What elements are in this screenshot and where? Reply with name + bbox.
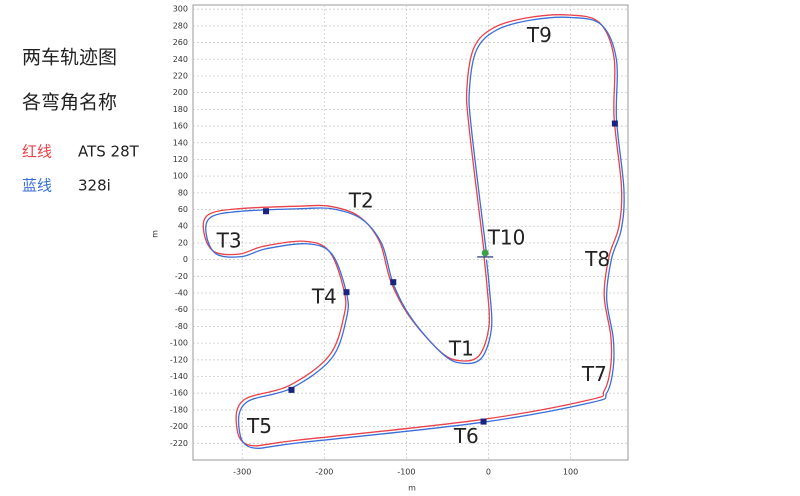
y-tick-label: 100: [173, 172, 188, 181]
corner-label: T9: [526, 23, 552, 47]
y-tick-label: -100: [170, 339, 188, 348]
chart-title: 两车轨迹图: [22, 47, 117, 69]
y-tick-label: 260: [173, 38, 188, 47]
track-line: [202, 14, 623, 447]
x-tick-label: -300: [233, 468, 251, 477]
y-tick-label: -20: [175, 272, 188, 281]
y-tick-label: 180: [173, 105, 188, 114]
legend-prefix: 蓝线: [22, 177, 52, 195]
corner-label: T4: [311, 285, 337, 309]
y-tick-label: -140: [170, 372, 188, 381]
y-tick-label: 0: [183, 255, 188, 264]
y-tick-label: -200: [170, 422, 188, 431]
corner-label: T5: [246, 414, 272, 438]
corner-label: T3: [216, 229, 242, 253]
x-tick-label: -100: [397, 468, 415, 477]
start-marker: [481, 249, 489, 257]
y-tick-label: -60: [175, 305, 188, 314]
corner-marker: [343, 289, 350, 296]
y-tick-label: 220: [173, 71, 188, 80]
x-tick-label: 0: [486, 468, 491, 477]
corner-marker: [263, 208, 270, 215]
y-tick-label: -180: [170, 405, 188, 414]
x-tick-label: 100: [563, 468, 578, 477]
y-tick-label: 20: [178, 238, 188, 247]
corner-marker: [390, 279, 397, 286]
y-tick-label: 160: [173, 122, 188, 131]
y-tick-label: 240: [173, 55, 188, 64]
y-tick-label: 140: [173, 138, 188, 147]
y-tick-label: -120: [170, 355, 188, 364]
y-tick-label: 280: [173, 21, 188, 30]
y-axis-label: m: [151, 230, 160, 238]
corner-marker: [288, 386, 295, 393]
corner-label: T7: [581, 362, 607, 386]
corner-marker: [480, 418, 487, 425]
y-tick-label: 300: [173, 5, 188, 14]
corner-label: T8: [584, 247, 610, 271]
y-tick-label: -40: [175, 289, 188, 298]
legend-prefix: 红线: [22, 143, 52, 161]
chart-subtitle: 各弯角名称: [22, 92, 117, 114]
y-tick-label: 200: [173, 88, 188, 97]
legend-label: 328i: [78, 177, 111, 195]
legend-label: ATS 28T: [78, 143, 140, 161]
corner-label: T2: [348, 189, 374, 213]
y-tick-label: 60: [178, 205, 188, 214]
y-tick-label: -220: [170, 439, 188, 448]
y-tick-label: 80: [178, 188, 188, 197]
x-axis-label: m: [408, 484, 416, 493]
y-tick-label: -160: [170, 389, 188, 398]
corner-label: T10: [487, 225, 526, 249]
y-tick-label: 40: [178, 222, 188, 231]
track-line: [205, 16, 625, 449]
corner-label: T1: [448, 336, 474, 360]
corner-marker: [611, 120, 618, 127]
y-tick-label: -80: [175, 322, 188, 331]
plot-area: [192, 4, 629, 461]
corner-label: T6: [453, 424, 479, 448]
y-tick-label: 120: [173, 155, 188, 164]
x-tick-label: -200: [315, 468, 333, 477]
